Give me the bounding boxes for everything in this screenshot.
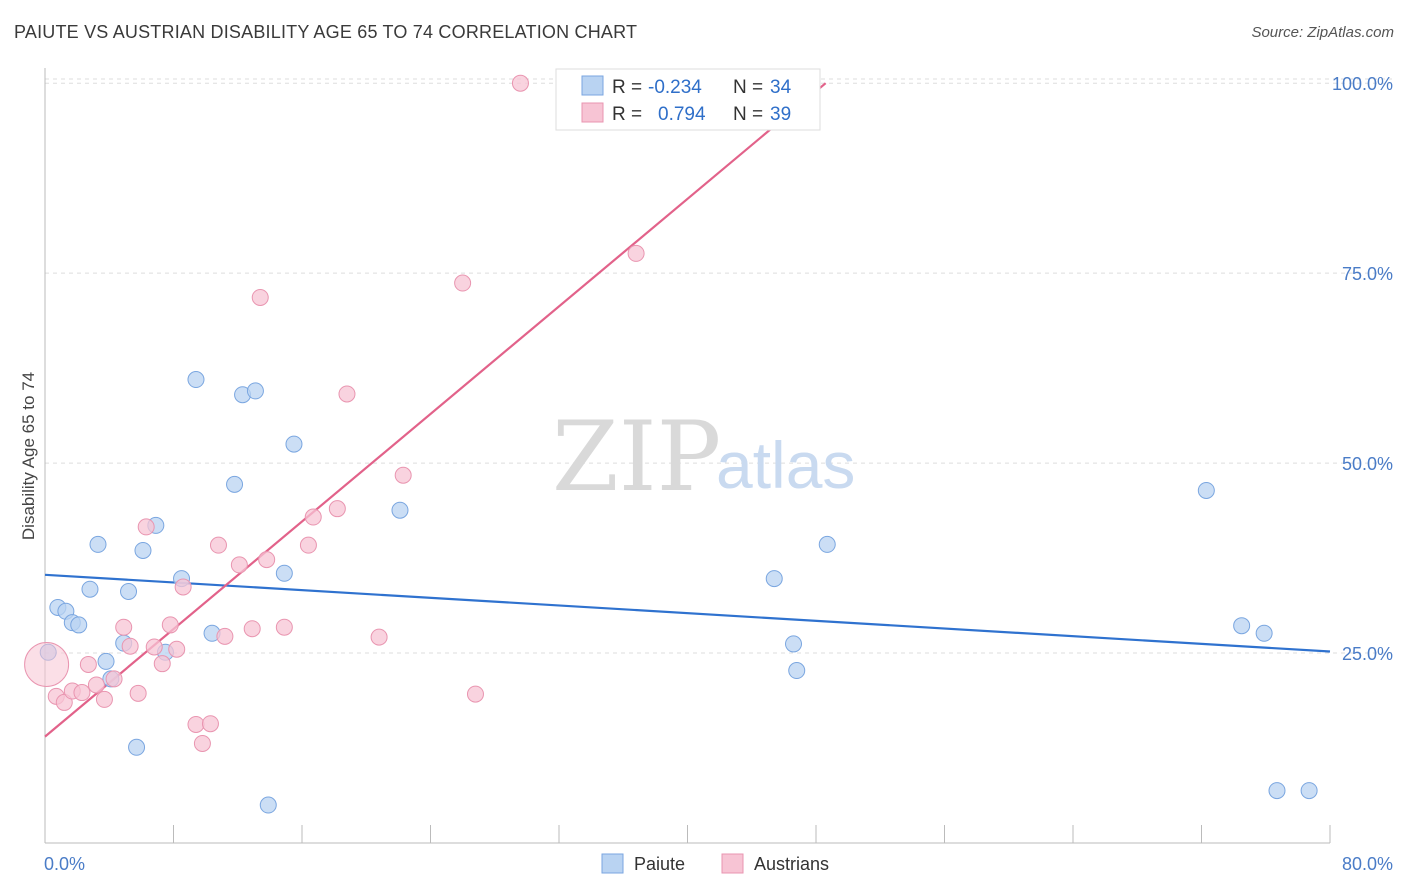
legend-n-label-paiute: N = <box>733 77 763 98</box>
data-point-austrians <box>193 734 211 752</box>
data-point-austrians <box>454 274 472 292</box>
data-point-paiute <box>120 583 138 601</box>
legend-r-value-austrians: 0.794 <box>658 104 706 125</box>
data-point-paiute <box>765 570 783 588</box>
data-point-austrians <box>394 466 412 484</box>
data-point-austrians <box>79 655 97 673</box>
data-point-austrians <box>87 676 105 694</box>
series-legend-swatch-austrians <box>721 853 744 874</box>
series-legend-swatch-paiute <box>601 853 624 874</box>
source-credit: Source: ZipAtlas.com <box>1251 24 1394 41</box>
legend-swatch-austrians <box>581 102 604 123</box>
data-point-paiute <box>285 435 303 453</box>
data-point-austrians <box>145 638 163 656</box>
legend-n-value-austrians: 39 <box>770 104 791 125</box>
watermark: ZIP atlas <box>552 401 855 513</box>
data-point-austrians <box>153 655 171 673</box>
trend-line-paiute <box>44 573 1331 653</box>
legend-swatch-paiute <box>581 75 604 96</box>
legend-n-value-paiute: 34 <box>770 77 792 98</box>
y-axis-label: Disability Age 65 to 74 <box>19 372 38 540</box>
data-point-paiute <box>70 616 88 634</box>
data-point-austrians <box>137 518 155 536</box>
data-point-austrians <box>328 500 346 518</box>
data-point-austrians <box>230 556 248 574</box>
data-point-paiute <box>785 635 803 653</box>
data-point-paiute <box>226 475 244 493</box>
data-point-paiute <box>1197 481 1215 499</box>
data-point-austrians <box>174 578 192 596</box>
data-point-paiute <box>391 501 409 519</box>
axes <box>44 68 1331 844</box>
legend-n-label-austrians: N = <box>733 104 763 125</box>
data-point-austrians <box>24 641 70 687</box>
data-point-paiute <box>187 371 205 389</box>
data-point-paiute <box>1268 782 1286 800</box>
data-point-paiute <box>89 535 107 553</box>
data-point-paiute <box>818 535 836 553</box>
data-point-paiute <box>128 738 146 756</box>
correlation-legend: R = -0.234 N = 34 R = 0.794 N = 39 <box>555 68 821 131</box>
data-point-paiute <box>1233 617 1251 635</box>
data-point-austrians <box>275 618 293 636</box>
data-point-paiute <box>246 382 264 400</box>
data-point-austrians <box>129 684 147 702</box>
data-point-austrians <box>121 637 139 655</box>
data-point-austrians <box>299 536 317 554</box>
series-legend-label-paiute: Paiute <box>634 854 685 874</box>
data-point-austrians <box>251 288 269 306</box>
data-point-austrians <box>258 551 276 569</box>
data-point-austrians <box>187 715 205 733</box>
y-tick-label: 100.0% <box>1332 74 1393 94</box>
data-point-austrians <box>338 385 356 403</box>
data-point-austrians <box>168 640 186 658</box>
data-point-austrians <box>201 715 219 733</box>
data-point-paiute <box>275 564 293 582</box>
data-point-austrians <box>466 685 484 703</box>
legend-r-label-paiute: R = <box>612 77 642 98</box>
data-point-austrians <box>105 670 123 688</box>
data-point-austrians <box>370 628 388 646</box>
data-point-austrians <box>627 244 645 262</box>
data-point-paiute <box>1255 624 1273 642</box>
legend-r-label-austrians: R = <box>612 104 642 125</box>
series-legend-label-austrians: Austrians <box>754 854 829 874</box>
watermark-atlas: atlas <box>716 428 855 502</box>
data-point-paiute <box>1300 782 1318 800</box>
watermark-zip: ZIP <box>552 401 721 513</box>
data-point-paiute <box>259 796 277 814</box>
data-point-austrians <box>73 684 91 702</box>
y-tick-label: 50.0% <box>1342 454 1393 474</box>
data-point-paiute <box>81 580 99 598</box>
data-point-austrians <box>243 620 261 638</box>
chart-title: PAIUTE VS AUSTRIAN DISABILITY AGE 65 TO … <box>14 22 638 42</box>
data-point-paiute <box>97 652 115 670</box>
data-point-paiute <box>788 662 806 680</box>
data-point-austrians <box>95 690 113 708</box>
data-point-austrians <box>161 616 179 634</box>
data-point-paiute <box>134 541 152 559</box>
x-tick-label-max: 80.0% <box>1342 854 1393 874</box>
data-point-austrians <box>209 536 227 554</box>
data-point-austrians <box>511 74 529 92</box>
y-tick-label: 75.0% <box>1342 264 1393 284</box>
x-tick-labels: 0.0% 80.0% <box>44 854 1393 874</box>
y-tick-label: 25.0% <box>1342 644 1393 664</box>
series-legend: Paiute Austrians <box>601 853 829 874</box>
legend-r-value-paiute: -0.234 <box>648 77 702 98</box>
data-points <box>24 73 1318 814</box>
data-point-austrians <box>304 508 322 526</box>
data-point-austrians <box>216 627 234 645</box>
y-tick-labels: 25.0% 50.0% 75.0% 100.0% <box>1332 74 1393 664</box>
data-point-austrians <box>115 618 133 636</box>
x-tick-label-min: 0.0% <box>44 854 85 874</box>
